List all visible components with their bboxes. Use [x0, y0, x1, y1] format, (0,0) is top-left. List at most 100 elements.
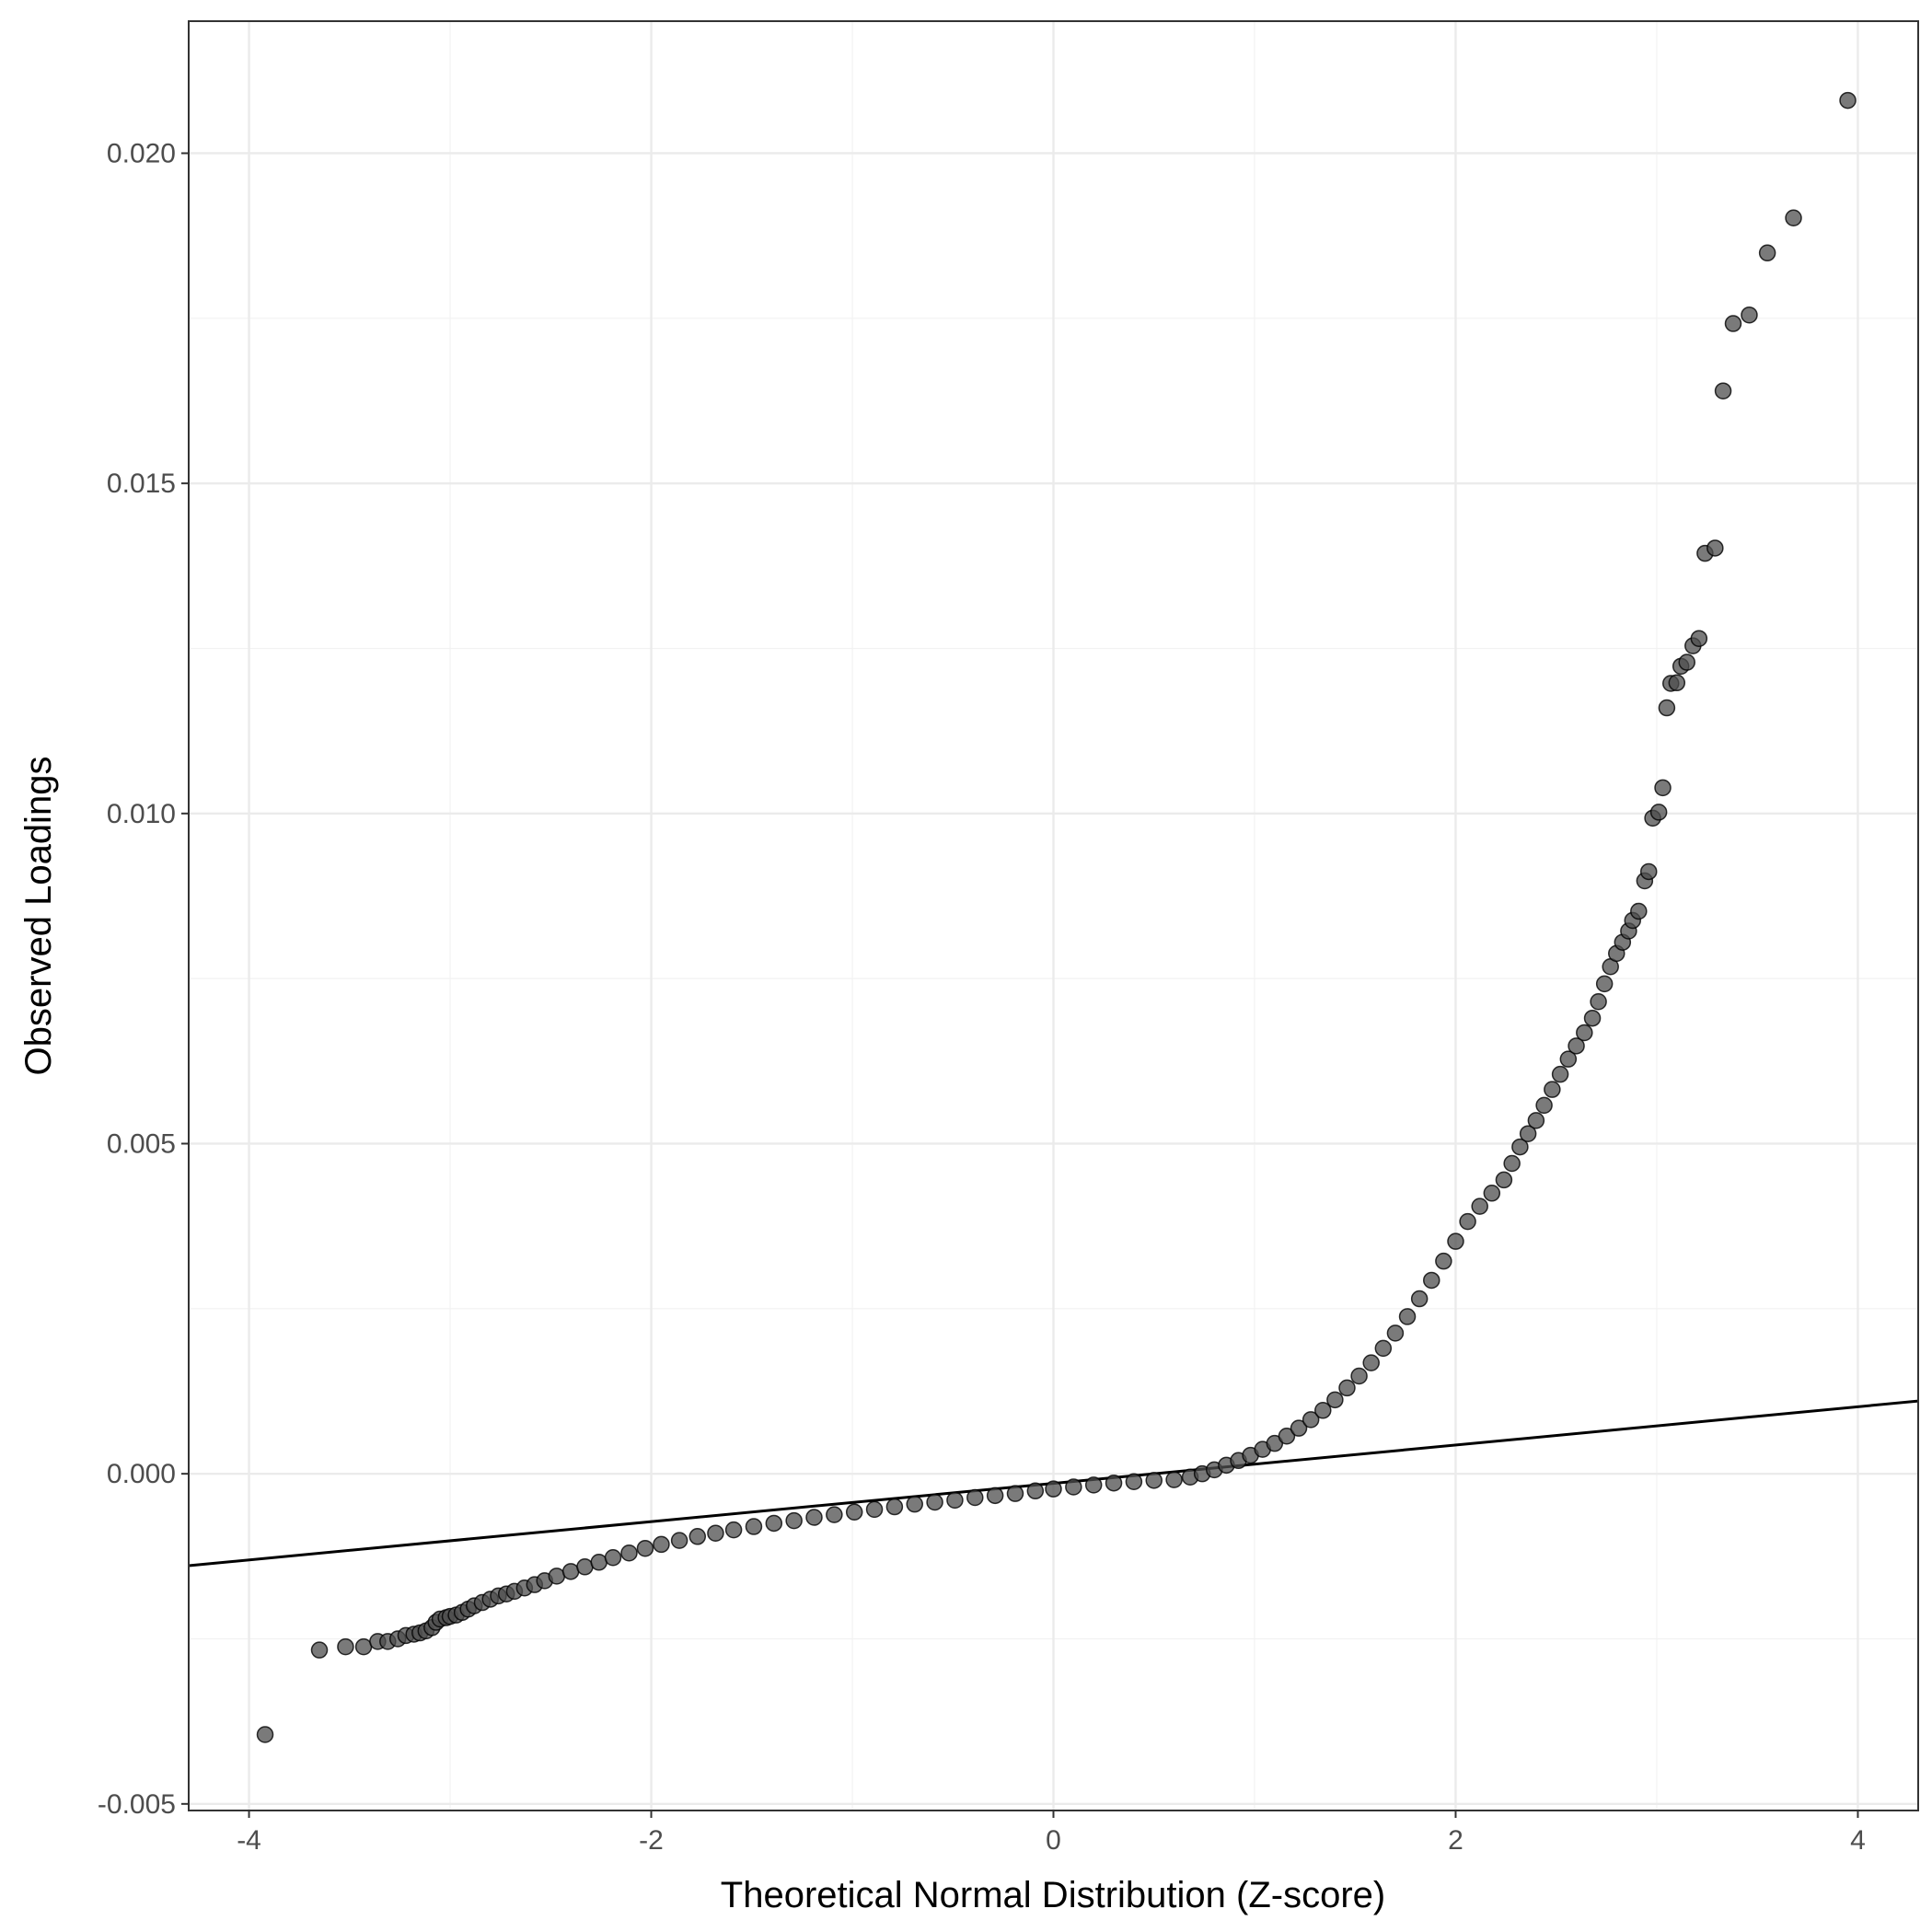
data-point [1495, 1171, 1513, 1189]
data-point [1839, 91, 1857, 110]
data-point [1535, 1096, 1553, 1115]
data-point [1374, 1339, 1393, 1358]
data-point [785, 1511, 803, 1530]
x-tick-label: 0 [1046, 1825, 1061, 1856]
data-point [1145, 1472, 1163, 1489]
data-point [354, 1637, 373, 1656]
data-point [548, 1568, 566, 1585]
y-tick-label: 0.015 [107, 469, 176, 499]
data-point [885, 1498, 904, 1516]
x-tick-label: 2 [1448, 1825, 1463, 1856]
data-point [1559, 1050, 1578, 1068]
data-point [1724, 315, 1742, 332]
data-point [1410, 1290, 1429, 1308]
data-point [1654, 779, 1672, 797]
data-point [310, 1641, 329, 1659]
data-point [1278, 1428, 1296, 1445]
x-tick-label: -2 [639, 1825, 664, 1856]
data-point [1423, 1271, 1440, 1290]
data-point [1595, 975, 1614, 993]
data-point [724, 1521, 743, 1539]
y-tick-label: 0.020 [107, 138, 176, 168]
y-axis-title: Observed Loadings [18, 757, 59, 1076]
data-point [1511, 1138, 1529, 1156]
data-point [1639, 862, 1658, 881]
data-point [1314, 1402, 1332, 1419]
data-points [256, 91, 1857, 1743]
data-point [1386, 1325, 1405, 1342]
data-point [1690, 630, 1708, 647]
data-point [1290, 1419, 1308, 1437]
data-point [1658, 699, 1676, 717]
data-point [1706, 539, 1724, 557]
x-tick-label: -4 [237, 1825, 261, 1856]
data-point [986, 1487, 1004, 1505]
data-point [1568, 1037, 1585, 1055]
data-point [256, 1726, 274, 1743]
data-point [926, 1493, 943, 1511]
data-point [765, 1514, 783, 1533]
data-point [1045, 1480, 1062, 1498]
data-point [1741, 306, 1758, 324]
data-point [865, 1500, 884, 1519]
data-point [845, 1503, 863, 1521]
data-point [1678, 654, 1695, 671]
data-point [590, 1554, 607, 1571]
data-point [1649, 804, 1668, 821]
data-point [1583, 1009, 1602, 1027]
data-point [670, 1532, 688, 1549]
data-point [1590, 993, 1607, 1011]
data-point [1026, 1482, 1045, 1500]
data-point [604, 1549, 622, 1567]
y-tick-label: -0.005 [98, 1789, 176, 1820]
data-point [561, 1563, 580, 1580]
data-point [1084, 1476, 1103, 1494]
data-point [1576, 1024, 1593, 1042]
y-tick-label: 0.000 [107, 1459, 176, 1489]
data-point [1551, 1065, 1569, 1083]
data-point [1503, 1154, 1521, 1173]
data-point [636, 1539, 654, 1557]
data-point [1105, 1474, 1123, 1492]
data-point [1471, 1197, 1488, 1215]
data-point [1519, 1125, 1537, 1142]
data-point [1630, 902, 1648, 920]
data-point [946, 1491, 964, 1510]
data-point [1362, 1354, 1380, 1371]
data-point [745, 1518, 763, 1535]
data-point [1668, 674, 1686, 692]
data-point [1435, 1252, 1452, 1270]
major-gridlines [189, 21, 1918, 1811]
data-point [826, 1506, 843, 1523]
data-point [1006, 1485, 1024, 1502]
data-point [1398, 1308, 1417, 1325]
data-point [1065, 1478, 1082, 1496]
x-tick-label: 4 [1850, 1825, 1866, 1856]
y-tick-label: 0.010 [107, 799, 176, 829]
data-point [1326, 1391, 1344, 1409]
y-tick-label: 0.005 [107, 1128, 176, 1159]
x-axis: -4 -2 0 2 4 [237, 1811, 1866, 1856]
x-axis-title: Theoretical Normal Distribution (Z-score… [721, 1875, 1385, 1915]
data-point [1483, 1185, 1501, 1202]
data-point [1714, 382, 1732, 399]
data-point [653, 1535, 670, 1554]
data-point [966, 1488, 984, 1507]
data-point [906, 1495, 923, 1513]
data-point [1459, 1212, 1476, 1231]
data-point [1165, 1471, 1183, 1488]
data-point [1447, 1232, 1464, 1250]
data-point [620, 1544, 638, 1562]
data-point [337, 1637, 354, 1656]
data-point [1527, 1112, 1545, 1129]
data-point [707, 1524, 724, 1542]
data-point [576, 1558, 594, 1576]
data-point [1301, 1411, 1320, 1429]
y-axis: -0.005 0.000 0.005 0.010 0.015 0.020 [98, 138, 189, 1820]
data-point [1350, 1367, 1368, 1385]
data-point [1338, 1379, 1356, 1397]
data-point [1758, 244, 1776, 262]
data-point [1544, 1081, 1561, 1098]
data-point [1785, 209, 1802, 227]
